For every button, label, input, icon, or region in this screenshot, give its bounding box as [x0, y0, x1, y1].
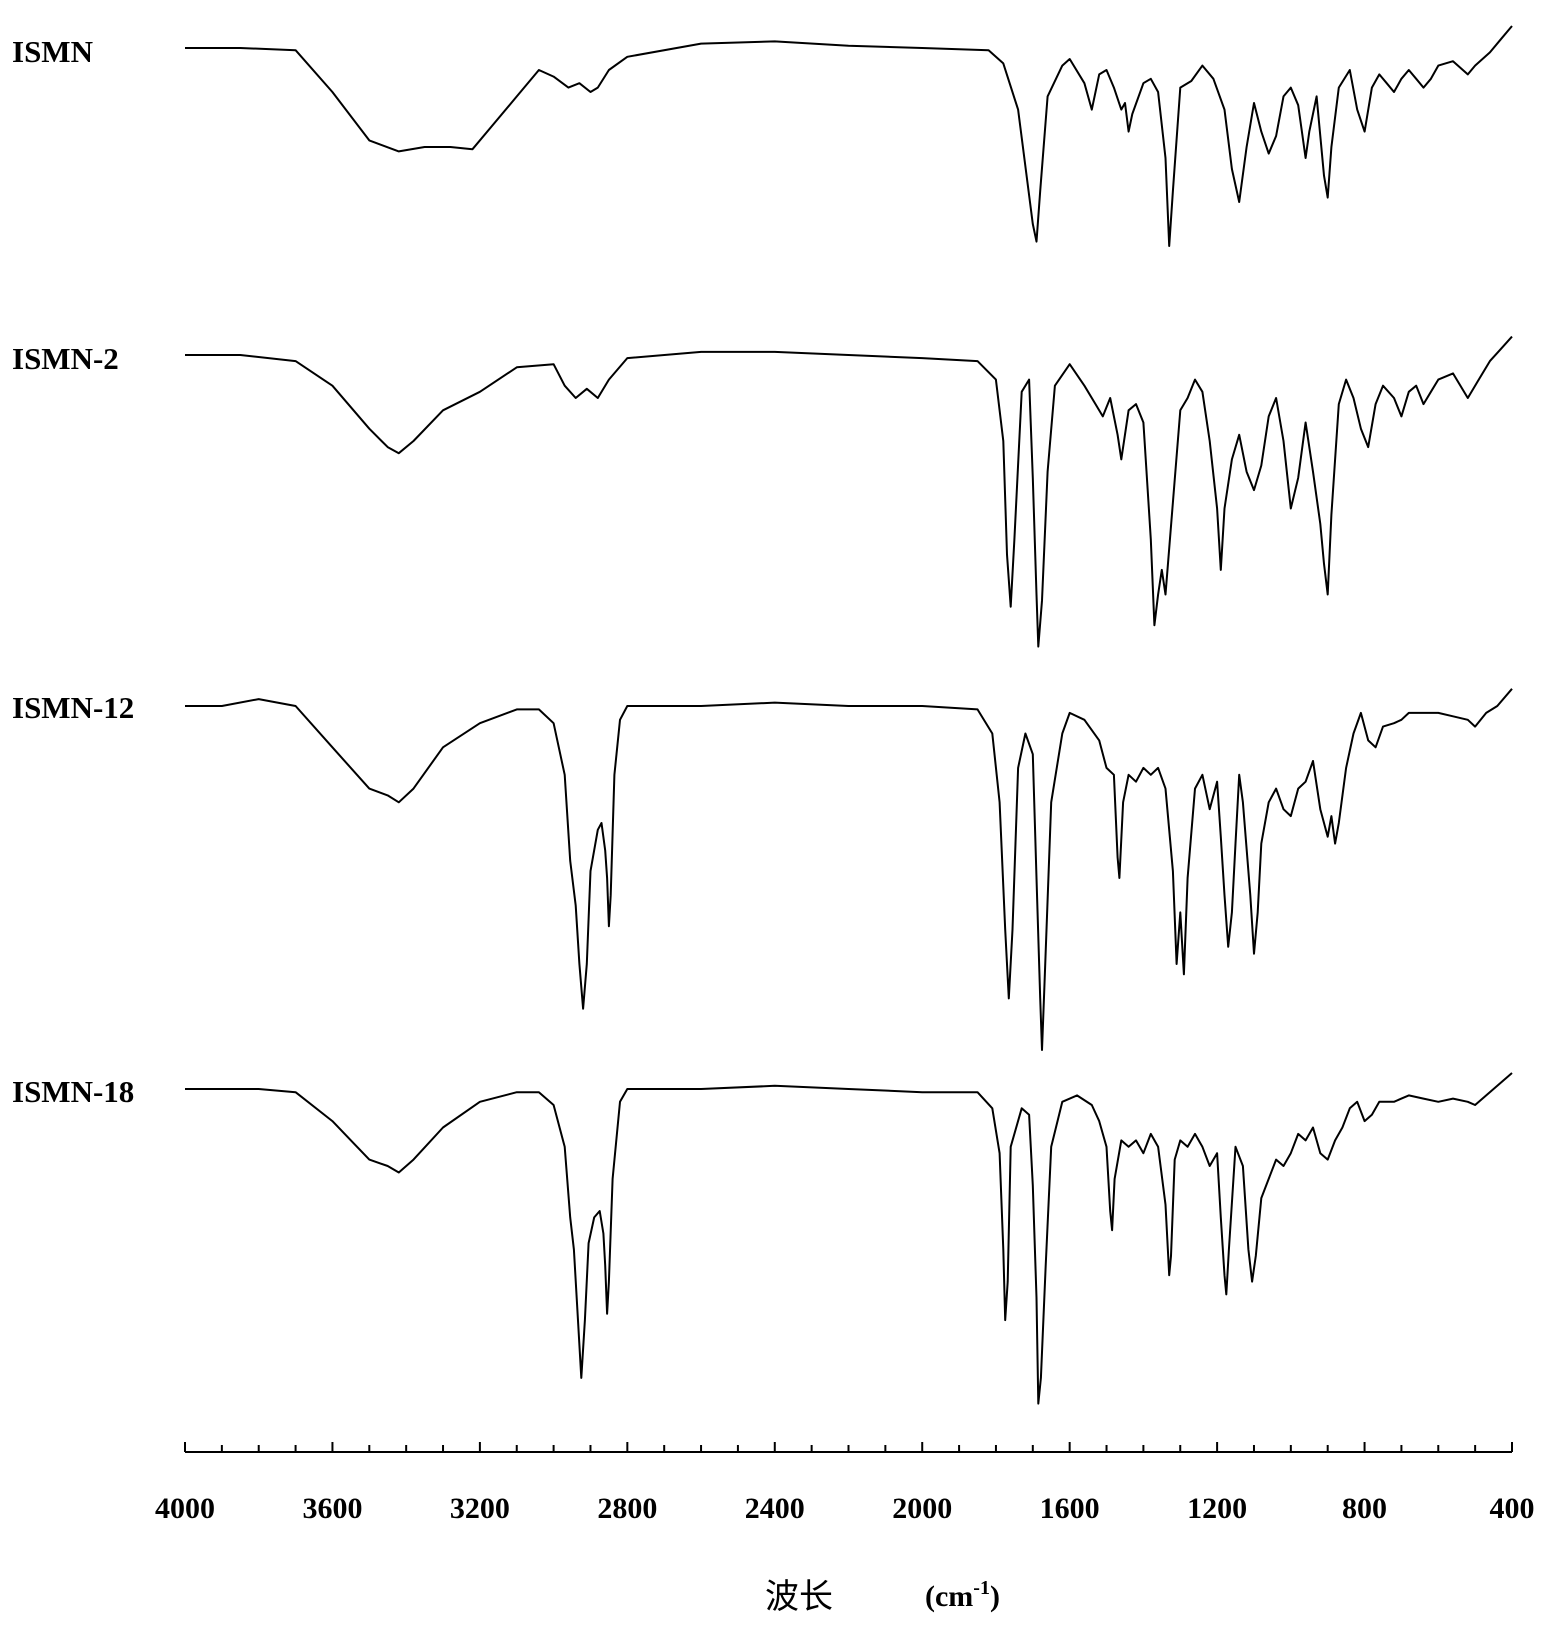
- x-axis-label: 波长 (cm-1): [765, 1577, 1000, 1616]
- x-tick-label: 1600: [1040, 1492, 1100, 1525]
- x-tick-label: 800: [1342, 1492, 1387, 1525]
- x-axis-label-text: 波长: [765, 1578, 833, 1616]
- x-tick-label: 1200: [1187, 1492, 1247, 1525]
- x-axis-unit-superscript: -1: [973, 1577, 990, 1599]
- spectrum-line-ismn-18: [185, 1072, 1513, 1405]
- x-axis-label-unit: (cm-1): [925, 1577, 1000, 1613]
- spectrum-line-ismn-2: [185, 335, 1513, 648]
- x-axis-unit-main: (cm: [925, 1580, 973, 1613]
- series-label-ismn-18: ISMN-18: [12, 1074, 134, 1109]
- x-axis: 4000 3600 3200 2800 2400 2000 1600 1200 800 400: [155, 1442, 1535, 1525]
- x-tick-label: 400: [1490, 1492, 1535, 1525]
- spectrum-line-ismn-12: [185, 688, 1513, 1051]
- series-labels-layer: ISMN ISMN-2 ISMN-12 ISMN-18: [12, 34, 134, 1109]
- x-tick-label: 3200: [450, 1492, 510, 1525]
- x-tick-label: 2000: [892, 1492, 952, 1525]
- x-tick-label: 2400: [745, 1492, 805, 1525]
- x-tick-label: 3600: [302, 1492, 362, 1525]
- series-label-ismn-12: ISMN-12: [12, 690, 134, 725]
- x-axis-unit-close: ): [990, 1580, 1000, 1613]
- spectrum-line-ismn: [185, 25, 1513, 247]
- x-tick-label: 2800: [597, 1492, 657, 1525]
- x-axis-ticks: 4000 3600 3200 2800 2400 2000 1600 1200 800 400: [155, 1442, 1535, 1525]
- spectra-layer: [185, 25, 1513, 1405]
- series-label-ismn: ISMN: [12, 34, 93, 69]
- x-tick-label: 4000: [155, 1492, 215, 1525]
- series-label-ismn-2: ISMN-2: [12, 341, 119, 376]
